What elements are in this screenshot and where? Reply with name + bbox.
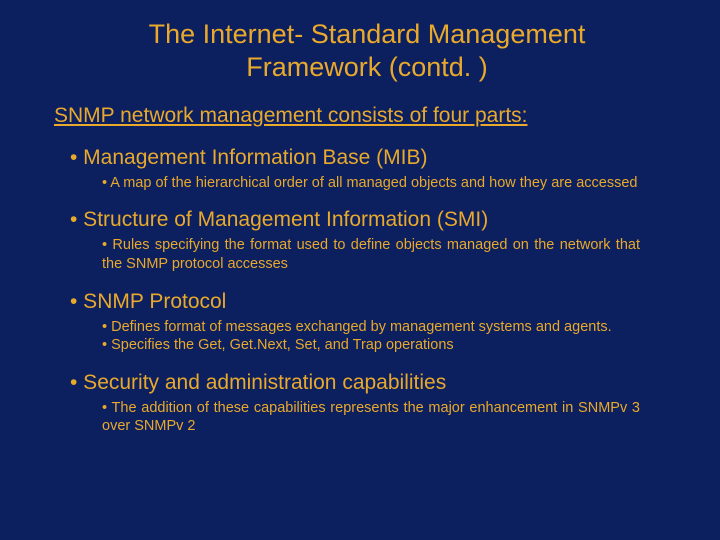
section-heading: • Structure of Management Information (S… bbox=[70, 208, 672, 232]
section-body: • A map of the hierarchical order of all… bbox=[102, 174, 640, 193]
section-snmp-protocol: • SNMP Protocol • Defines format of mess… bbox=[62, 290, 672, 355]
section-body: • Defines format of messages exchanged b… bbox=[102, 318, 640, 355]
section-body: • The addition of these capabilities rep… bbox=[102, 399, 640, 436]
section-sub: • Defines format of messages exchanged b… bbox=[102, 318, 640, 337]
section-body: • Rules specifying the format used to de… bbox=[102, 236, 640, 273]
intro-line: SNMP network management consists of four… bbox=[54, 104, 672, 128]
section-sub: • The addition of these capabilities rep… bbox=[102, 399, 640, 436]
slide-title: The Internet- Standard Management Framew… bbox=[62, 18, 672, 84]
section-heading: • SNMP Protocol bbox=[70, 290, 672, 314]
section-heading: • Management Information Base (MIB) bbox=[70, 146, 672, 170]
section-sub: • Specifies the Get, Get.Next, Set, and … bbox=[102, 336, 640, 355]
section-heading: • Security and administration capabiliti… bbox=[70, 371, 672, 395]
section-security: • Security and administration capabiliti… bbox=[62, 371, 672, 436]
section-sub: • A map of the hierarchical order of all… bbox=[102, 174, 640, 193]
section-mib: • Management Information Base (MIB) • A … bbox=[62, 146, 672, 193]
slide: The Internet- Standard Management Framew… bbox=[0, 0, 720, 540]
section-smi: • Structure of Management Information (S… bbox=[62, 208, 672, 273]
section-sub: • Rules specifying the format used to de… bbox=[102, 236, 640, 273]
